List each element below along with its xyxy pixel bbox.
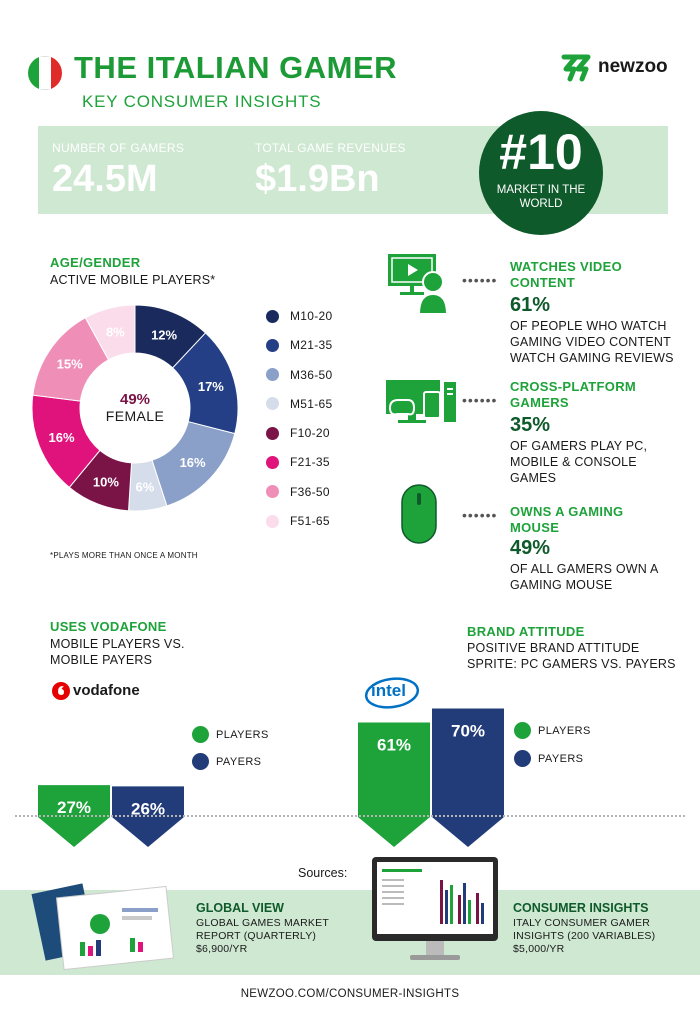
legend-label: M51-65 — [290, 396, 333, 411]
legend-item: F36-50 — [266, 484, 366, 500]
page-title: THE ITALIAN GAMER — [74, 50, 398, 85]
insight-heading: CROSS-PLATFORM GAMERS — [510, 379, 637, 410]
donut-slice-f51-65 — [84, 304, 136, 361]
global-view-text: GLOBAL GAMES MARKET REPORT (QUARTERLY) $… — [196, 917, 329, 955]
mouse-icon — [401, 484, 437, 544]
footnote: *PLAYS MORE THAN ONCE A MONTH — [50, 551, 198, 560]
intel-logo-icon — [364, 677, 420, 709]
donut-label: 10% — [93, 474, 119, 489]
legend-item: F21-35 — [266, 454, 366, 470]
brand-attitude-heading: BRAND ATTITUDE — [467, 624, 585, 639]
vodafone-subheading: MOBILE PLAYERS VS. MOBILE PAYERS — [50, 637, 185, 667]
vodafone-payers-bar-label: 26% — [131, 799, 165, 818]
rank-label: MARKET IN THE WORLD — [496, 184, 586, 210]
legend-item: F10-20 — [266, 425, 366, 441]
donut-center-label: FEMALE — [105, 408, 165, 424]
payers-legend-dot — [514, 750, 531, 767]
payers-legend-label: PAYERS — [538, 753, 584, 765]
vodafone-logo-icon — [52, 682, 70, 700]
legend-item: M36-50 — [266, 367, 366, 383]
consumer-insights-text: ITALY CONSUMER GAMER INSIGHTS (200 VARIA… — [513, 917, 656, 955]
connector-dots: •••••• — [462, 507, 498, 523]
donut-legend: M10-20 M21-35 M36-50 M51-65 F10-20 F21-35 F36-… — [266, 308, 366, 542]
legend-swatch — [266, 309, 279, 323]
newzoo-logo-icon — [561, 54, 591, 82]
insight-pct: 35% — [510, 414, 551, 436]
newzoo-logo-text: newzoo — [598, 56, 668, 77]
insight-text: OF ALL GAMERS OWN A GAMING MOUSE — [510, 562, 658, 592]
brand-attitude-subheading: POSITIVE BRAND ATTITUDE SPRITE: PC GAMER… — [467, 641, 676, 671]
legend-swatch — [266, 485, 279, 499]
legend-item: M21-35 — [266, 337, 366, 353]
devices-icon — [386, 380, 456, 423]
connector-dots: •••••• — [462, 272, 498, 288]
legend-label: F10-20 — [290, 426, 330, 441]
footer-url[interactable]: NEWZOO.COM/CONSUMER-INSIGHTS — [240, 988, 460, 1000]
donut-label: 8% — [106, 324, 125, 339]
payers-legend-label: PAYERS — [216, 756, 262, 768]
legend-swatch — [266, 455, 279, 469]
donut-label: 12% — [151, 328, 177, 343]
legend-label: M10-20 — [290, 309, 333, 323]
legend-swatch — [266, 368, 279, 382]
divider — [15, 815, 685, 817]
players-legend-label: PLAYERS — [216, 729, 269, 741]
italy-flag-icon — [28, 56, 62, 90]
players-legend-label: PLAYERS — [538, 725, 591, 737]
rank-badge: #10 MARKET IN THE WORLD — [479, 111, 603, 235]
intel-payers-bar — [432, 708, 504, 847]
legend-label: M36-50 — [290, 367, 333, 382]
insight-pct: 49% — [510, 537, 551, 559]
donut-label: 6% — [136, 479, 155, 494]
insight-pct: 61% — [510, 294, 551, 316]
insight-text: OF PEOPLE WHO WATCH GAMING VIDEO CONTENT… — [510, 319, 674, 365]
gamers-value: 24.5M — [52, 158, 158, 200]
legend-item: M10-20 — [266, 308, 366, 324]
age-gender-donut-chart: 12% 17% 16% 6% 10% 16% 15% 8% — [31, 304, 239, 512]
vodafone-heading: USES VODAFONE — [50, 619, 167, 634]
legend-item: F51-65 — [266, 513, 366, 529]
legend-swatch — [266, 338, 279, 352]
legend-swatch — [266, 514, 279, 528]
report-booklet-icon — [31, 883, 175, 971]
players-legend-dot — [192, 726, 209, 743]
intel-players-bar-label: 61% — [377, 735, 411, 754]
connector-dots: •••••• — [462, 392, 498, 408]
gamers-label: NUMBER OF GAMERS — [52, 141, 185, 155]
vodafone-bar-chart: 27% 26% — [38, 785, 184, 847]
legend-label: F21-35 — [290, 455, 330, 470]
insight-heading: OWNS A GAMING MOUSE — [510, 504, 624, 535]
page-subtitle: KEY CONSUMER INSIGHTS — [82, 92, 322, 111]
revenue-label: TOTAL GAME REVENUES — [255, 141, 406, 155]
insight-heading: WATCHES VIDEO CONTENT — [510, 259, 623, 290]
donut-label: 16% — [49, 430, 75, 445]
payers-legend-dot — [192, 753, 209, 770]
donut-label: 17% — [198, 379, 224, 394]
intel-payers-bar-label: 70% — [451, 722, 485, 741]
legend-label: F51-65 — [290, 514, 330, 529]
global-view-title: GLOBAL VIEW — [196, 901, 284, 915]
age-gender-heading: AGE/GENDER — [50, 255, 141, 270]
players-legend-dot — [514, 722, 531, 739]
monitor-viewer-icon — [388, 254, 449, 314]
sources-label: Sources: — [298, 866, 348, 880]
legend-item: M51-65 — [266, 396, 366, 412]
desktop-monitor-icon — [372, 857, 498, 960]
donut-label: 15% — [57, 357, 83, 372]
intel-logo-text: intel — [371, 681, 406, 700]
donut-label: 16% — [180, 455, 206, 470]
insight-text: OF GAMERS PLAY PC, MOBILE & CONSOLE GAME… — [510, 439, 648, 485]
legend-label: M21-35 — [290, 338, 333, 353]
rank-value: #10 — [499, 124, 583, 180]
vodafone-logo-text: vodafone — [73, 682, 140, 699]
consumer-insights-title: CONSUMER INSIGHTS — [513, 901, 649, 915]
donut-center-pct: 49% — [119, 391, 151, 408]
legend-swatch — [266, 397, 279, 411]
revenue-value: $1.9Bn — [255, 158, 380, 200]
legend-label: F36-50 — [290, 484, 330, 499]
age-gender-subheading: ACTIVE MOBILE PLAYERS* — [50, 273, 216, 287]
legend-swatch — [266, 426, 279, 440]
brand-attitude-bar-chart: 61% 70% — [358, 708, 504, 847]
vodafone-players-bar-label: 27% — [57, 798, 91, 817]
